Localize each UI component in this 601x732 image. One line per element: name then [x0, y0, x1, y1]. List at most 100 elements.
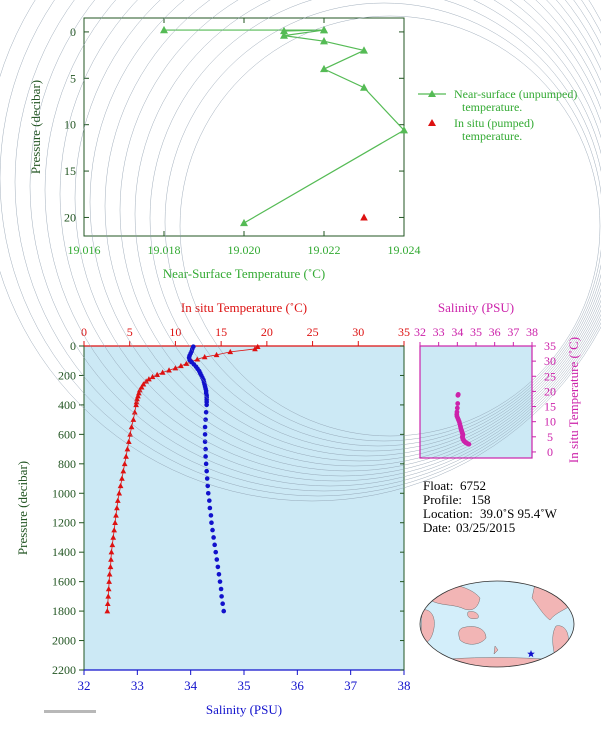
pf-temp-tick-label: 25: [307, 325, 319, 339]
temperature-point: [146, 376, 152, 382]
temperature-point: [227, 348, 234, 355]
salinity-point: [219, 594, 224, 599]
salinity-point: [207, 498, 212, 503]
date-label: Date:: [423, 520, 451, 535]
ns-xtick-label: 19.018: [148, 243, 181, 257]
world-map: [419, 580, 575, 668]
salinity-point: [210, 527, 215, 533]
pf-pres-tick-label: 1200: [52, 516, 76, 530]
ts-sal-tick-label: 36: [489, 325, 501, 339]
ts-contour: [0, 0, 601, 502]
near-surface-legend: Near-surface (unpumped) temperature. In …: [418, 87, 577, 143]
temperature-point: [154, 371, 160, 377]
ts-temp-tick-label: 15: [544, 400, 556, 414]
ts-contour: [119, 0, 601, 457]
salinity-point: [205, 483, 211, 489]
pf-sal-tick-label: 35: [238, 678, 251, 693]
temperature-point: [121, 460, 128, 467]
temperature-point: [159, 369, 166, 375]
float-label: Float:: [423, 478, 453, 493]
temperature-point: [183, 360, 190, 366]
pf-temp-tick-label: 15: [215, 325, 227, 339]
pf-sal-tick-label: 38: [398, 678, 411, 693]
pf-temp-tick-label: 0: [81, 325, 87, 339]
pf-temp-tick-label: 35: [398, 325, 410, 339]
ts-sal-tick-label: 33: [433, 325, 445, 339]
ns-unpumped-point: [400, 126, 408, 134]
float-value: 6752: [460, 478, 486, 493]
ts-contour: [59, 0, 601, 477]
temperature-point: [128, 424, 135, 430]
temperature-point: [107, 563, 114, 570]
salinity-point: [203, 417, 208, 422]
profile-ticks: 0 5 10 15 20 25 30 35 32 33 34 35 36 37 38 0 200 400 600 80…: [52, 325, 411, 693]
footer-mark: [44, 710, 96, 713]
temperature-point: [104, 600, 111, 606]
ts-point: [455, 401, 461, 406]
temperature-point: [254, 343, 261, 349]
ts-point: [454, 405, 460, 411]
near-surface-series: [160, 25, 408, 227]
ns-unpumped-point: [360, 46, 368, 54]
ns-pumped-point: [360, 213, 368, 221]
ns-ytick-label: 0: [70, 25, 76, 39]
ts-sal-tick-label: 34: [451, 325, 463, 339]
ts-point: [466, 441, 472, 447]
ts-sal-tick-label: 32: [414, 325, 426, 339]
pf-sal-tick-label: 37: [344, 678, 358, 693]
temperature-point: [119, 475, 125, 481]
pf-pres-tick-label: 1800: [52, 604, 76, 618]
temperature-point: [149, 373, 156, 380]
ts-panel: [420, 346, 532, 458]
profile-bottom-xlabel: Salinity (PSU): [206, 702, 282, 717]
ts-temp-tick-label: 20: [544, 384, 556, 398]
temperature-point: [201, 354, 208, 360]
ts-top-xlabel: Salinity (PSU): [438, 300, 514, 315]
ts-temp-tick-label: 25: [544, 369, 556, 383]
ts-contour: [44, 0, 601, 482]
salinity-point: [213, 549, 219, 555]
salinity-point: [220, 601, 225, 607]
temperature-point: [194, 356, 201, 362]
near-surface-chart: 19.016 19.018 19.020 19.022 19.024 0 5 10 15 20 N…: [28, 17, 577, 281]
pf-pres-tick-label: 600: [58, 427, 76, 441]
temperature-point: [105, 593, 112, 599]
legend-marker-unpumped: [428, 90, 436, 97]
ts-contour: [14, 0, 601, 492]
pf-temp-tick-label: 30: [352, 325, 364, 339]
temperature-point: [125, 438, 132, 444]
pf-pres-tick-label: 800: [58, 457, 76, 471]
salinity-point: [221, 608, 227, 614]
salinity-point: [204, 468, 209, 474]
legend-marker-pumped: [428, 119, 436, 126]
ns-xtick-label: 19.016: [68, 243, 101, 257]
ts-point: [455, 392, 461, 398]
salinity-point: [203, 461, 209, 467]
ts-temp-tick-label: 5: [547, 430, 553, 444]
ts-contour: [164, 2, 601, 442]
ns-unpumped-point: [360, 83, 368, 91]
pf-pres-tick-label: 200: [58, 368, 76, 382]
near-surface-ticks: 19.016 19.018 19.020 19.022 19.024 0 5 10 15 20: [64, 18, 421, 257]
profile-ylabel: Pressure (decibar): [15, 461, 30, 555]
temperature-point: [172, 365, 179, 371]
ts-right-ylabel: In situ Temperature (˚C): [566, 337, 581, 463]
legend-unpumped-line1: Near-surface (unpumped): [454, 87, 577, 101]
salinity-point: [202, 424, 208, 430]
temperature-point: [213, 351, 220, 358]
ts-contour: [0, 0, 601, 497]
ns-xtick-label: 19.020: [228, 243, 261, 257]
temperature-point: [117, 482, 124, 489]
salinity-point: [209, 520, 214, 526]
temperature-point: [124, 446, 131, 452]
pf-sal-tick-label: 33: [131, 678, 144, 693]
salinity-point: [217, 579, 223, 584]
temperature-point: [104, 608, 111, 614]
ns-ytick-label: 20: [64, 210, 76, 224]
ns-unpumped-point: [160, 25, 168, 34]
ts-temp-tick-label: 0: [547, 445, 553, 459]
ts-contour: [29, 0, 601, 487]
temperature-point: [112, 519, 118, 525]
temperature-point: [114, 505, 120, 511]
